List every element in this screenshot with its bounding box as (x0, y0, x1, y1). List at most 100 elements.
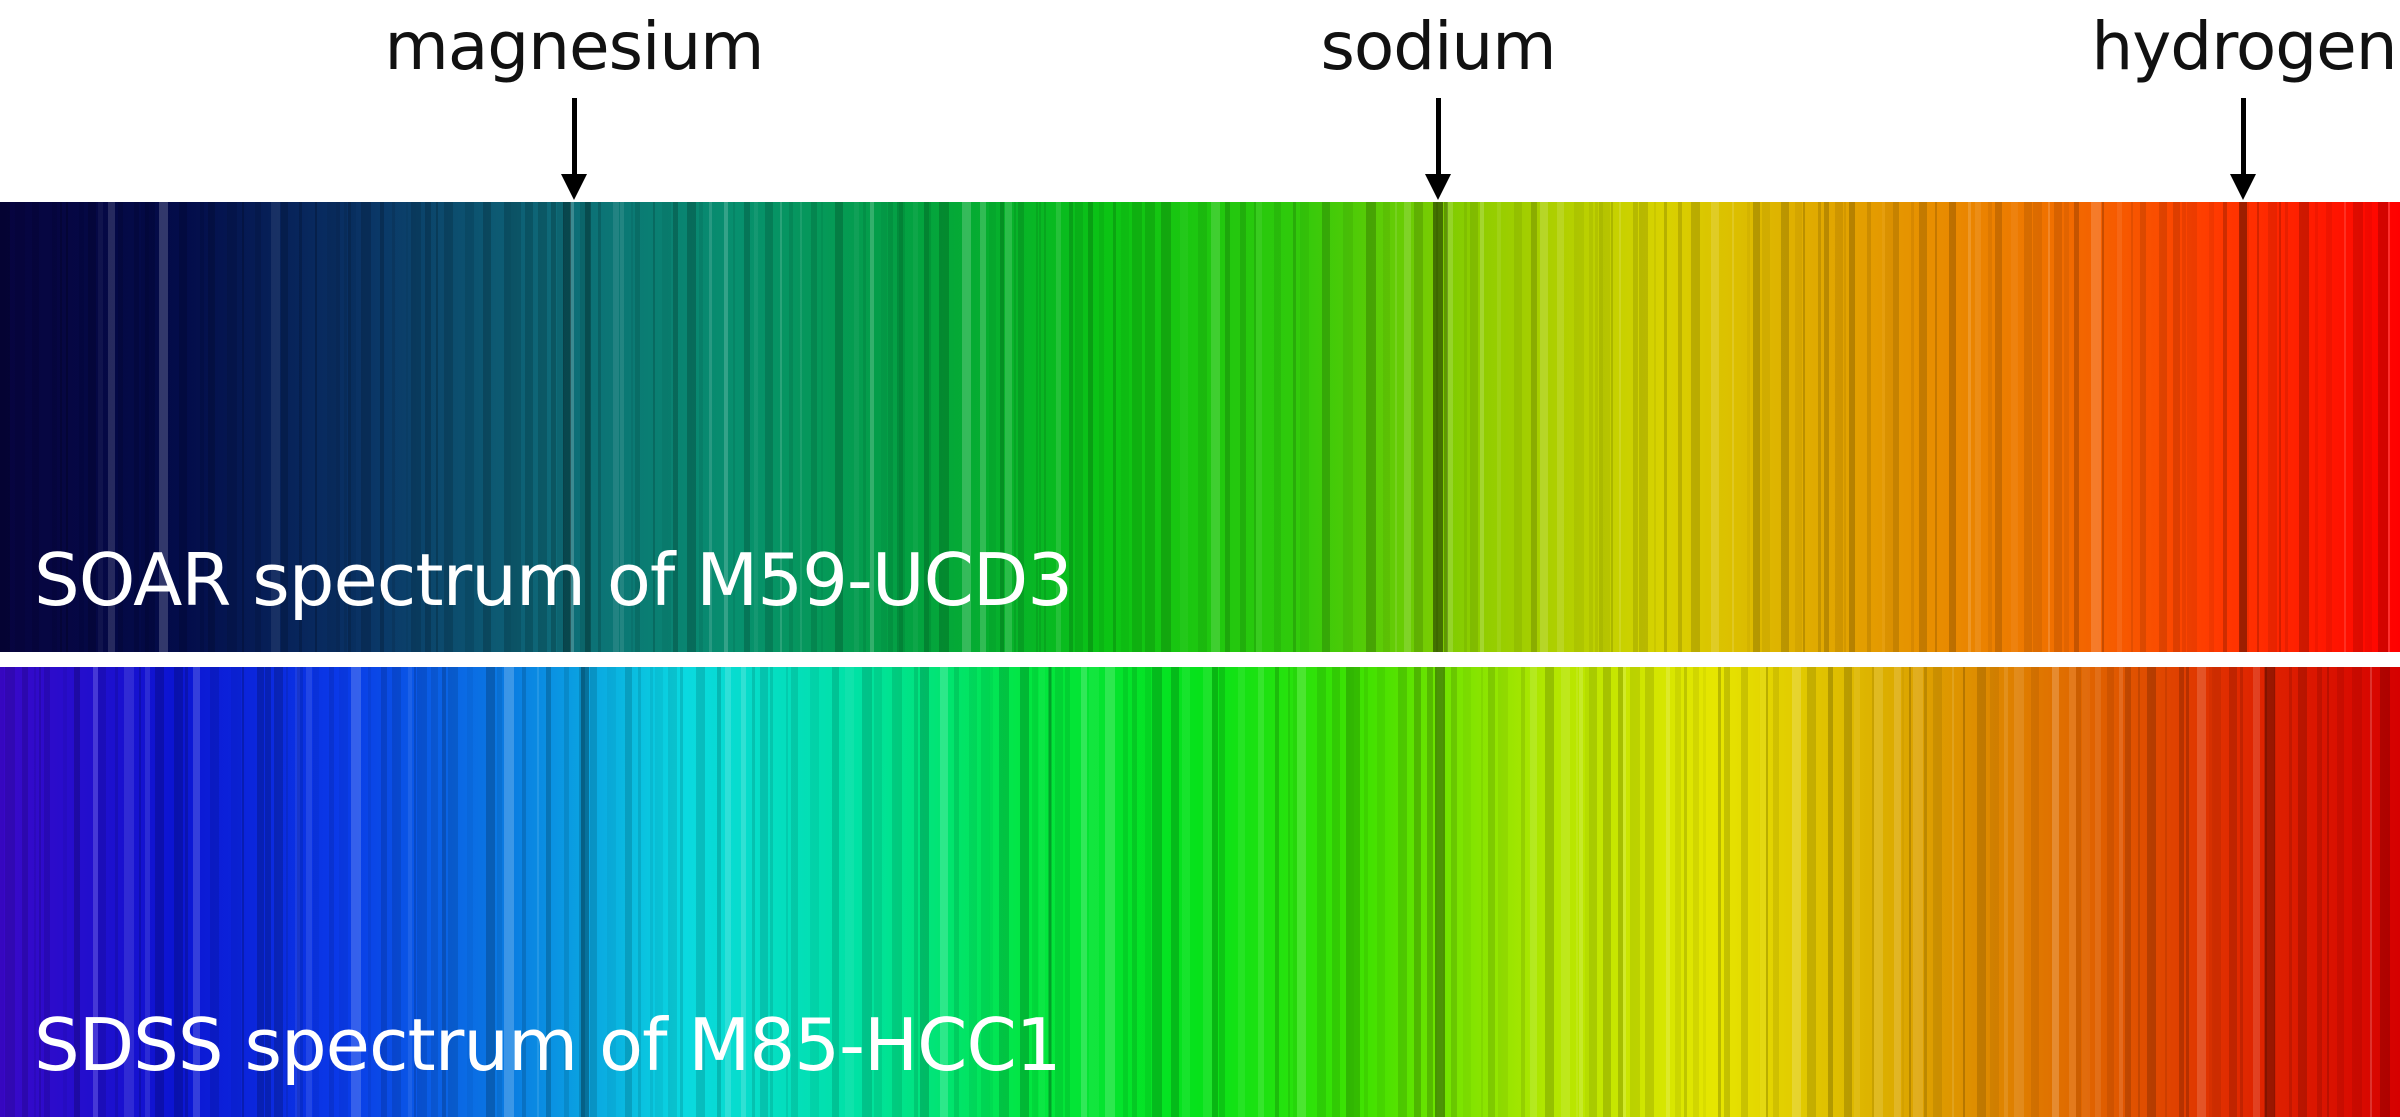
absorption-texture-band (1844, 202, 1846, 652)
absorption-texture-band (2048, 202, 2050, 652)
absorption-texture-band (1911, 202, 1914, 652)
soar-spectrum-image (0, 202, 2400, 652)
absorption-texture-band (2264, 667, 2267, 1117)
absorption-texture-band (381, 667, 387, 1117)
absorption-texture-band (1909, 667, 1911, 1117)
absorption-texture-band (431, 667, 438, 1117)
absorption-texture-band (990, 667, 993, 1117)
absorption-texture-band (687, 202, 696, 652)
absorption-texture-band (920, 667, 929, 1117)
absorption-texture-band (999, 667, 1009, 1117)
absorption-texture-band (760, 667, 768, 1117)
absorption-texture-band (696, 667, 705, 1117)
absorption-texture-band (2212, 667, 2221, 1117)
absorption-texture-band (380, 202, 384, 652)
absorption-texture-band (2326, 202, 2332, 652)
absorption-texture-band (1470, 202, 1478, 652)
absorption-texture-band (1256, 202, 1262, 652)
absorption-texture-band (1935, 202, 1937, 652)
absorption-texture-band (200, 202, 204, 652)
absorption-texture-band (1585, 667, 1589, 1117)
absorption-texture-band (1383, 202, 1390, 652)
absorption-texture-band (1288, 667, 1290, 1117)
absorption-texture-band (1766, 667, 1768, 1117)
absorption-texture-band (1366, 202, 1376, 652)
absorption-texture-band (2315, 202, 2318, 652)
absorption-texture-band (673, 202, 678, 652)
absorption-texture-band (1497, 202, 1501, 652)
absorption-texture-band (497, 667, 502, 1117)
absorption-texture-band (2031, 667, 2039, 1117)
absorption-texture-band (1069, 202, 1073, 652)
absorption-texture-band (118, 202, 123, 652)
absorption-texture-band (1055, 667, 1063, 1117)
absorption-texture-band (299, 202, 302, 652)
absorption-texture-band (929, 202, 931, 652)
spectrum-continuum (0, 667, 2400, 1117)
absorption-texture-band (2014, 667, 2024, 1117)
absorption-texture-band (2352, 667, 2362, 1117)
absorption-texture-band (417, 667, 427, 1117)
absorption-line (297, 667, 303, 1117)
absorption-texture-band (1849, 202, 1855, 652)
absorption-texture-band (2378, 202, 2388, 652)
soar-spectrum-strip: SOAR spectrum of M59-UCD3 (0, 202, 2400, 652)
absorption-texture-band (1377, 667, 1385, 1117)
absorption-texture-band (2187, 202, 2197, 652)
absorption-texture-band (1867, 202, 1871, 652)
absorption-texture-band (1574, 202, 1584, 652)
absorption-texture-band (436, 202, 438, 652)
absorption-texture-band (655, 667, 663, 1117)
absorption-texture-band (1481, 667, 1483, 1117)
absorption-texture-band (208, 202, 215, 652)
absorption-texture-band (2064, 202, 2069, 652)
absorption-texture-band (2125, 667, 2131, 1117)
absorption-texture-band (1893, 202, 1899, 652)
absorption-texture-band (44, 667, 50, 1117)
absorption-texture-band (1020, 667, 1029, 1117)
absorption-texture-band (1828, 667, 1833, 1117)
absorption-texture-band (1844, 667, 1852, 1117)
absorption-texture-band (2388, 202, 2390, 652)
absorption-texture-band (1322, 202, 1330, 652)
absorption-texture-band (1005, 202, 1012, 652)
absorption-texture-band (1882, 202, 1885, 652)
absorption-texture-band (2117, 202, 2122, 652)
absorption-texture-band (1691, 202, 1700, 652)
absorption-line (1444, 202, 1448, 652)
absorption-texture-band (954, 667, 959, 1117)
absorption-texture-band (2289, 667, 2292, 1117)
absorption-texture-band (2165, 667, 2167, 1117)
absorption-texture-band (1589, 202, 1593, 652)
absorption-texture-band (635, 202, 640, 652)
absorption-texture-band (522, 667, 526, 1117)
absorption-texture-band (2131, 202, 2133, 652)
absorption-texture-band (1343, 202, 1353, 652)
absorption-texture-band (2240, 202, 2249, 652)
absorption-texture-band (2209, 202, 2214, 652)
absorption-texture-band (613, 202, 619, 652)
absorption-texture-band (392, 202, 395, 652)
absorption-texture-band (1437, 667, 1443, 1117)
absorption-texture-band (1924, 667, 1927, 1117)
magnesium-label: magnesium (384, 8, 765, 85)
absorption-texture-band (570, 202, 574, 652)
absorption-texture-band (579, 667, 585, 1117)
absorption-texture-band (511, 202, 521, 652)
absorption-texture-band (2004, 667, 2008, 1117)
absorption-texture-band (1000, 202, 1004, 652)
absorption-texture-band (1803, 202, 1805, 652)
absorption-texture-band (39, 667, 41, 1117)
absorption-texture-band (467, 667, 473, 1117)
absorption-texture-band (271, 202, 280, 652)
absorption-texture-band (1645, 667, 1654, 1117)
absorption-texture-band (411, 202, 421, 652)
absorption-texture-band (1254, 202, 1256, 652)
absorption-texture-band (1990, 667, 1999, 1117)
absorption-texture-band (1872, 667, 1874, 1117)
absorption-texture-band (881, 202, 887, 652)
absorption-texture-band (465, 202, 474, 652)
absorption-texture-band (1404, 202, 1411, 652)
absorption-line (1433, 202, 1443, 652)
